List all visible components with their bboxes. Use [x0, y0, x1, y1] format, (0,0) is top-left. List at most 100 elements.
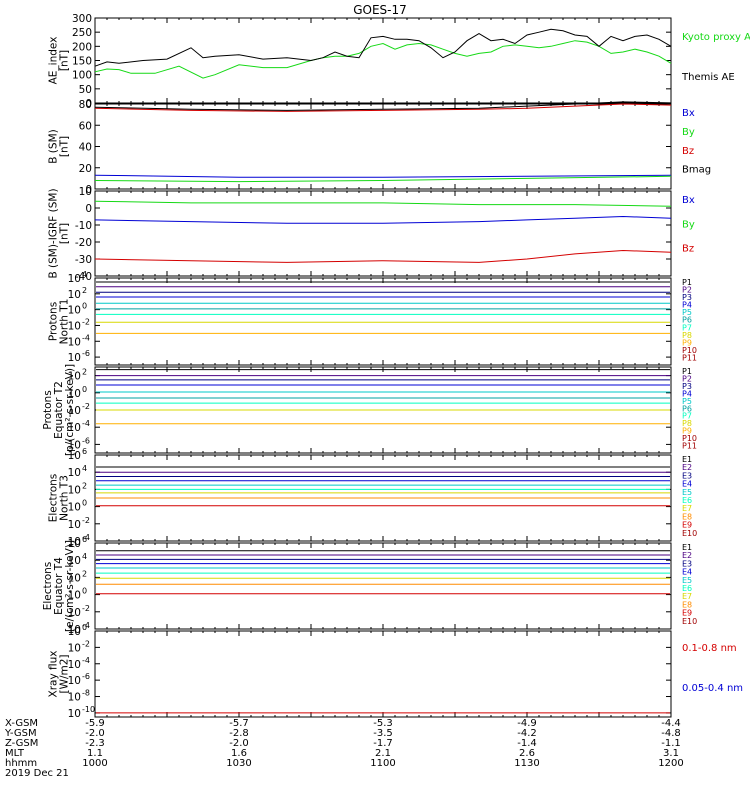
y-axis-label-line: Equator T4	[53, 557, 65, 615]
legend-entry-p7: P7	[682, 323, 692, 332]
y-axis-label-line: North T1	[59, 299, 71, 345]
y-tick-exponent: -4	[82, 333, 90, 342]
legend-entry-e1: E1	[682, 455, 692, 464]
panel-frame	[94, 17, 672, 104]
legend-entry-p2: P2	[682, 374, 692, 383]
plot-title: GOES-17	[353, 3, 407, 17]
y-axis-label: Electrons Equator T4 [e/(cm²-s-sr-keV)]	[42, 540, 76, 632]
y-tick-exponent: 0	[82, 385, 87, 394]
legend-entry-p1: P1	[682, 278, 692, 287]
y-tick-label: 10	[68, 439, 81, 451]
y-axis-label-line: North T3	[59, 475, 71, 521]
panel-frame	[94, 190, 672, 277]
y-tick-exponent: 0	[82, 623, 87, 632]
y-tick-label: 250	[72, 27, 92, 39]
legend-entry-e4: E4	[682, 568, 692, 577]
legend-entry-e8: E8	[682, 512, 692, 521]
y-tick-label: 10	[68, 519, 81, 531]
footer-value-y-gsm: -2.0	[85, 728, 105, 739]
y-axis-label-line: [W/m2]	[59, 654, 71, 693]
legend-entry-bz: Bz	[682, 244, 694, 255]
legend-entry-p7: P7	[682, 412, 692, 421]
y-tick-label: 10	[68, 692, 81, 704]
y-tick-exponent: 4	[82, 464, 87, 473]
panel-frame	[94, 542, 672, 630]
footer-row-label: hhmm	[5, 758, 37, 769]
footer-value-x-gsm: -5.9	[85, 718, 105, 729]
legend-entry-e2: E2	[682, 463, 692, 472]
y-tick-label: 10	[68, 572, 81, 584]
y-axis-label: Protons Equator T2 [p/(cm²-s-sr-keV)]	[42, 364, 76, 456]
footer-value-x-gsm: -4.9	[517, 718, 537, 729]
y-tick-label: -30	[75, 254, 92, 266]
y-tick-label: 80	[79, 99, 92, 111]
y-tick-label: -40	[75, 271, 92, 283]
legend-entry-p6: P6	[682, 316, 692, 325]
y-tick-label: 10	[68, 642, 81, 654]
legend-entry-e10: E10	[682, 617, 697, 626]
y-tick-label: 10	[68, 352, 81, 364]
legend-entry-by: By	[682, 219, 695, 230]
y-tick-exponent: -2	[82, 604, 90, 613]
y-tick-exponent: 4	[82, 552, 87, 561]
legend-kyoto-proxy-ae: Kyoto proxy AE	[682, 32, 750, 43]
y-axis-label: Protons North T1	[48, 299, 71, 345]
y-tick-label: 10	[68, 289, 81, 301]
y-tick-label: 10	[68, 422, 81, 434]
footer-row-label: Y-GSM	[4, 728, 37, 739]
legend-entry-e6: E6	[682, 496, 692, 505]
y-tick-label: 10	[68, 388, 81, 400]
y-axis-label-line: Equator T2	[53, 381, 65, 439]
y-tick-exponent: -6	[82, 349, 90, 358]
footer-value-z-gsm: -2.0	[229, 738, 249, 749]
y-axis-label-line: [nT]	[59, 223, 71, 244]
y-tick-label: 10	[68, 708, 81, 720]
y-tick-label: 10	[68, 305, 81, 317]
legend-entry-p3: P3	[682, 382, 692, 391]
y-tick-label: 10	[68, 626, 81, 638]
series-line-bx	[94, 174, 672, 178]
footer-row-label: Z-GSM	[5, 738, 38, 749]
y-axis-label: Electrons North T3	[48, 474, 71, 523]
series-line-themis-ae	[94, 28, 672, 67]
y-tick-label: 20	[79, 163, 92, 175]
y-tick-label: 10	[79, 186, 92, 198]
y-tick-label: 150	[72, 56, 92, 68]
footer-value-x-gsm: -5.3	[373, 718, 393, 729]
y-tick-label: 40	[79, 142, 92, 154]
y-axis-label-line: Protons	[42, 390, 54, 429]
legend-entry-p6: P6	[682, 404, 692, 413]
y-axis-label-line: B (SM)	[48, 129, 60, 163]
legend-entry-bmag: Bmag	[682, 165, 711, 176]
legend-entry-0-1-0-8-nm: 0.1-0.8 nm	[682, 643, 737, 654]
footer-value-y-gsm: -4.8	[661, 728, 681, 739]
legend-entry-p11: P11	[682, 442, 697, 451]
y-tick-exponent: -10	[82, 705, 95, 714]
y-axis-label-line: [nT]	[59, 50, 71, 71]
legend-entry-e4: E4	[682, 480, 692, 489]
y-tick-exponent: -8	[82, 689, 90, 698]
y-axis-label-line: [p/(cm²-s-sr-keV)]	[64, 364, 76, 456]
legend-entry-p1: P1	[682, 367, 692, 376]
y-tick-label: 10	[68, 607, 81, 619]
y-tick-label: 50	[79, 84, 92, 96]
footer-value-z-gsm: -1.7	[373, 738, 393, 749]
y-axis-label: AE_index [nT]	[48, 37, 71, 85]
y-tick-label: 10	[68, 336, 81, 348]
footer-value-x-gsm: -4.4	[661, 718, 681, 729]
y-tick-exponent: 2	[82, 368, 87, 377]
y-tick-exponent: -4	[82, 533, 90, 542]
legend-entry-p8: P8	[682, 419, 692, 428]
y-tick-exponent: -4	[82, 419, 90, 428]
legend-entry-bz: Bz	[682, 146, 694, 157]
y-axis-label-line: Electrons	[42, 562, 54, 611]
y-tick-exponent: 0	[82, 499, 87, 508]
y-axis-label: B (SM) [nT]	[48, 129, 71, 163]
legend-entry-bx: Bx	[682, 108, 695, 119]
y-tick-label: 200	[72, 41, 92, 53]
y-axis-label-line: B (SM)-IGRF (SM)	[48, 188, 60, 278]
legend-entry-e9: E9	[682, 609, 692, 618]
